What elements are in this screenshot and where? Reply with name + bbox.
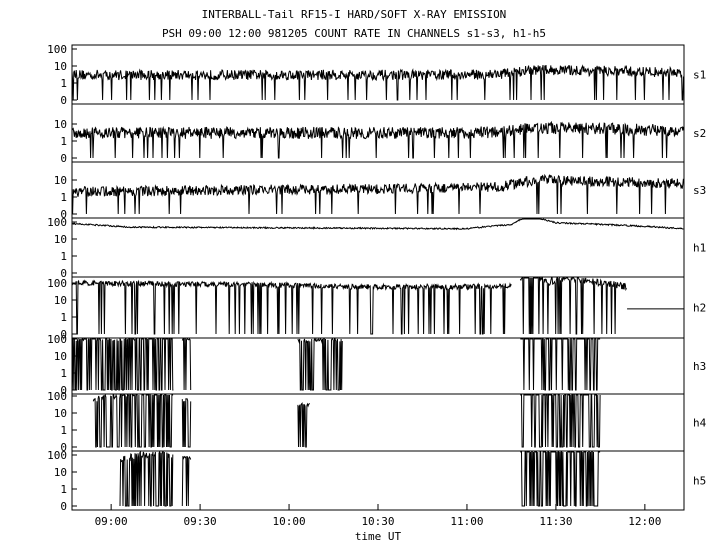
y-tick-label: 100 [47, 43, 67, 56]
y-tick-label: 1 [60, 424, 67, 437]
y-tick-label: 0 [60, 328, 67, 341]
trace-h4 [297, 402, 310, 448]
y-tick-label: 1 [60, 191, 67, 204]
y-tick-label: 1 [60, 367, 67, 380]
trace-h3 [297, 337, 343, 391]
channel-label-s2: s2 [693, 127, 706, 140]
chart-subtitle: PSH 09:00 12:00 981205 COUNT RATE IN CHA… [162, 27, 546, 40]
x-axis-label: time UT [355, 530, 402, 543]
trace-h3 [181, 338, 192, 391]
trace-h4 [92, 393, 174, 448]
y-tick-label: 0 [60, 208, 67, 221]
y-tick-label: 0 [60, 384, 67, 397]
y-tick-label: 10 [54, 233, 67, 246]
channel-label-h4: h4 [693, 417, 707, 430]
y-tick-label: 10 [54, 174, 67, 187]
y-tick-label: 0 [60, 441, 67, 454]
y-tick-label: 100 [47, 449, 67, 462]
trace-h5 [119, 450, 174, 507]
y-tick-label: 10 [54, 118, 67, 131]
x-tick-label: 12:00 [628, 515, 661, 528]
y-tick-label: 1 [60, 77, 67, 90]
y-tick-label: 10 [54, 294, 67, 307]
x-tick-label: 11:00 [450, 515, 483, 528]
y-tick-label: 1 [60, 250, 67, 263]
y-tick-label: 0 [60, 267, 67, 280]
trace-h1 [71, 218, 684, 231]
panel-stack: 1001010s11010s21010s31001010h11001010h21… [47, 43, 706, 513]
y-tick-label: 0 [60, 94, 67, 107]
channel-label-h3: h3 [693, 360, 706, 373]
y-tick-label: 10 [54, 407, 67, 420]
y-tick-label: 10 [54, 466, 67, 479]
y-tick-label: 10 [54, 350, 67, 363]
trace-h5 [181, 455, 192, 507]
trace-h5 [520, 451, 601, 507]
channel-label-h5: h5 [693, 475, 706, 488]
trace-h4 [181, 398, 192, 448]
trace-s2 [71, 120, 684, 159]
y-tick-label: 100 [47, 390, 67, 403]
trace-h3 [71, 337, 174, 391]
chart-title: INTERBALL-Tail RF15-I HARD/SOFT X-RAY EM… [202, 8, 507, 21]
y-tick-label: 0 [60, 152, 67, 165]
x-axis-ticks: 09:00 09:30 10:00 10:30 11:00 11:30 12:00 [95, 504, 661, 528]
channel-label-s3: s3 [693, 184, 706, 197]
y-tick-label: 1 [60, 311, 67, 324]
y-tick-label: 0 [60, 500, 67, 513]
x-tick-label: 11:30 [539, 515, 572, 528]
y-tick-label: 100 [47, 333, 67, 346]
trace-h2 [519, 276, 627, 335]
y-tick-label: 1 [60, 135, 67, 148]
x-tick-label: 09:30 [184, 515, 217, 528]
x-tick-label: 10:00 [272, 515, 305, 528]
y-tick-label: 100 [47, 216, 67, 229]
y-tick-label: 1 [60, 483, 67, 496]
trace-s1 [71, 64, 684, 101]
channel-label-s1: s1 [693, 69, 706, 82]
x-tick-label: 09:00 [95, 515, 128, 528]
channel-label-h2: h2 [693, 302, 706, 315]
y-tick-label: 10 [54, 60, 67, 73]
trace-h3 [520, 338, 601, 391]
trace-h4 [520, 394, 601, 448]
channel-label-h1: h1 [693, 242, 706, 255]
trace-h2 [71, 279, 512, 335]
trace-s3 [71, 173, 684, 215]
y-tick-label: 100 [47, 277, 67, 290]
x-tick-label: 10:30 [361, 515, 394, 528]
panel-frame [71, 337, 685, 395]
